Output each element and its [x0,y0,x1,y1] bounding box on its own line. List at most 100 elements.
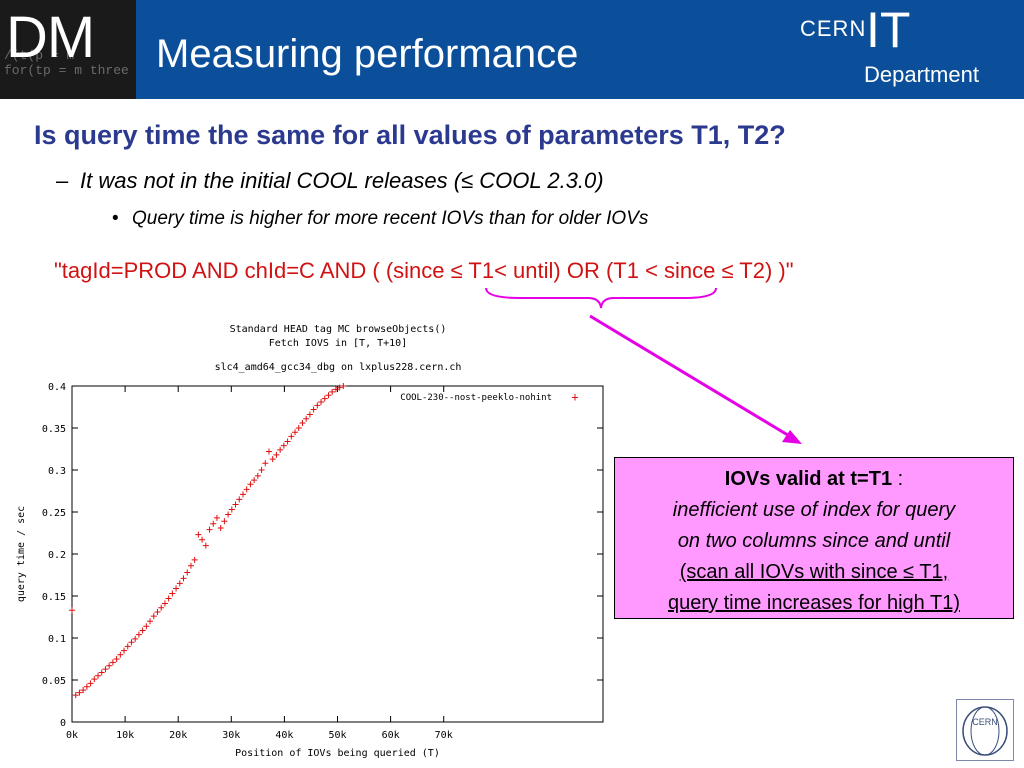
data-point [277,446,284,453]
data-point [318,398,325,405]
data-point [191,556,198,563]
data-point [288,433,295,440]
callout-line-4: query time increases for high T1) [668,592,960,614]
slide-title: Measuring performance [156,32,579,76]
data-point [173,585,180,592]
data-point [135,631,142,638]
data-point [80,687,87,694]
data-point [150,613,157,620]
bullet-level3-text: Query time is higher for more recent IOV… [132,208,649,229]
callout-box: IOVs valid at t=T1 : inefficient use of … [614,457,1014,619]
data-point [332,386,339,393]
data-point [199,536,206,543]
cern-it-logo-it: IT [866,2,911,58]
dm-logo: /(t(p = m for(tp = m three DM [0,0,136,99]
data-point [336,384,343,391]
data-point [83,683,90,690]
cern-badge-text: CERN [972,717,998,727]
cern-it-logo: CERN IT Department [800,2,1015,94]
data-point [314,402,321,409]
data-point [69,607,75,614]
data-point [303,415,310,422]
y-tick-label: 0.3 [48,466,66,477]
data-point [169,590,176,597]
data-point [221,518,228,525]
y-tick-label: 0.2 [48,550,66,561]
data-point [109,659,116,666]
data-point [117,651,124,658]
data-point [280,442,287,449]
y-tick-label: 0.25 [42,508,66,519]
x-tick-label: 30k [222,730,240,741]
x-tick-label: 70k [435,730,453,741]
callout-line-1: inefficient use of index for query [672,499,956,521]
bullet-level3-marker: • [112,208,119,229]
data-point [161,600,168,607]
data-point [91,676,98,683]
chart-title-line: Standard HEAD tag MC browseObjects() [230,324,447,335]
data-point [87,680,94,687]
callout-heading-line: IOVs valid at t=T1 : [615,464,1013,495]
data-point [113,656,120,662]
y-tick-label: 0.15 [42,592,66,603]
cern-badge-icon: CERN [962,706,1008,756]
data-point [102,666,109,673]
data-point [195,531,202,538]
data-point [165,595,172,602]
arrow-line [589,314,797,442]
y-tick-label: 0.4 [48,382,66,393]
data-point [236,496,243,503]
legend-label: COOL-230--nost-peeklo-nohint [400,393,552,403]
data-point [292,429,299,436]
data-point [147,618,154,625]
data-point [98,669,105,676]
data-point [187,562,194,569]
data-point [184,569,191,576]
x-tick-label: 40k [275,730,293,741]
legend-marker: + [571,390,578,404]
y-tick-label: 0.35 [42,424,66,435]
y-tick-label: 0 [60,718,66,729]
data-point [254,472,261,479]
data-point [202,542,209,549]
callout-heading: IOVs valid at t=T1 [724,468,893,490]
data-point [158,604,165,611]
data-point [121,647,128,654]
bullet-level2-text: It was not in the initial COOL releases … [80,168,604,193]
data-point [106,662,113,669]
data-point [180,575,187,582]
cern-it-logo-cern: CERN [800,16,867,41]
data-point [325,392,332,399]
x-tick-label: 50k [328,730,346,741]
data-point [143,623,150,630]
sql-condition: "tagId=PROD AND chId=C AND ( (since ≤ T1… [54,258,794,283]
data-point [225,511,232,518]
callout-line-2: on two columns since and until [677,530,951,552]
data-point [76,689,83,696]
data-point [228,506,235,513]
chart-title-line: Fetch IOVS in [T, T+10] [269,338,407,349]
data-point [217,524,224,531]
data-point [232,501,239,508]
data-point [310,406,317,413]
data-point [306,411,313,418]
y-axis-label: query time / sec [16,506,27,602]
data-point [273,451,280,458]
data-point [213,514,220,521]
data-point [299,419,306,426]
data-point [284,438,291,445]
data-point [176,580,183,587]
arrow-head-icon [782,430,802,444]
y-tick-label: 0.05 [42,676,66,687]
x-tick-label: 10k [116,730,134,741]
data-point [295,425,302,431]
data-point [154,608,161,615]
data-point [329,388,336,395]
plot-frame [71,385,604,723]
data-point [262,460,269,467]
cern-badge-logo: CERN [956,699,1014,761]
data-point [206,526,213,533]
data-point [269,456,276,463]
x-tick-label: 60k [382,730,400,741]
data-point [247,481,254,488]
